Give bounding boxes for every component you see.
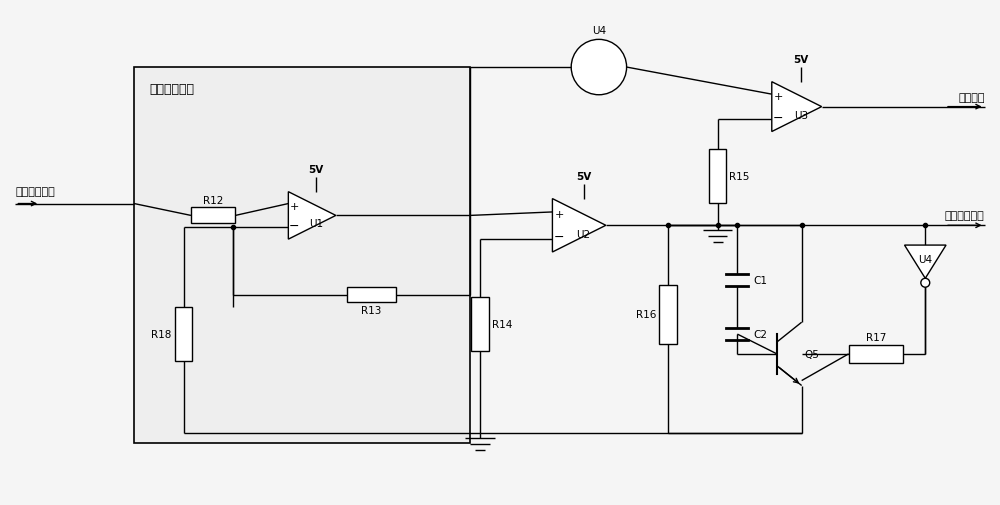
Text: C2: C2 <box>753 329 767 339</box>
Text: R15: R15 <box>729 172 750 181</box>
Text: −: − <box>773 111 783 124</box>
Text: 5V: 5V <box>576 172 591 181</box>
Text: R14: R14 <box>492 320 512 330</box>
Polygon shape <box>905 245 946 279</box>
Text: −: − <box>554 230 564 243</box>
Text: +: + <box>290 201 299 211</box>
Text: U1: U1 <box>309 219 323 229</box>
Text: 跳闸信号: 跳闸信号 <box>958 92 985 103</box>
Text: −: − <box>289 219 300 232</box>
Bar <box>175 307 192 362</box>
Text: R12: R12 <box>203 195 223 205</box>
Bar <box>471 297 489 351</box>
Text: 信号放大电路: 信号放大电路 <box>149 83 194 96</box>
Circle shape <box>921 279 930 288</box>
Circle shape <box>571 40 627 95</box>
Text: U4: U4 <box>918 255 932 265</box>
Text: 限流启动信号: 限流启动信号 <box>945 211 985 221</box>
Text: R18: R18 <box>151 329 172 339</box>
Text: Q5: Q5 <box>805 349 819 359</box>
Text: +: + <box>554 210 564 220</box>
Text: R13: R13 <box>361 306 382 316</box>
Polygon shape <box>772 82 822 132</box>
Text: U2: U2 <box>577 230 591 240</box>
Polygon shape <box>552 199 606 252</box>
Text: +: + <box>773 92 783 102</box>
Bar <box>659 285 677 344</box>
Text: 5V: 5V <box>793 55 808 65</box>
Bar <box>347 287 396 303</box>
Text: 5V: 5V <box>308 165 324 175</box>
Text: C1: C1 <box>753 275 767 285</box>
Text: 电压采集信号: 电压采集信号 <box>15 186 55 196</box>
Text: U4: U4 <box>592 26 606 36</box>
Polygon shape <box>288 192 336 240</box>
Bar <box>709 149 726 204</box>
Text: R17: R17 <box>866 332 886 342</box>
Bar <box>134 68 470 443</box>
Text: R16: R16 <box>636 310 656 320</box>
Bar <box>849 345 903 363</box>
Bar <box>191 208 235 224</box>
Text: U3: U3 <box>794 111 808 121</box>
